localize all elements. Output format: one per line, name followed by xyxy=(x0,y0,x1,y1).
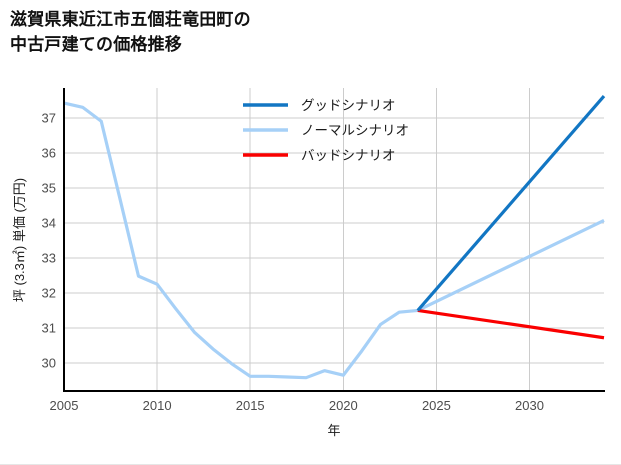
y-tick-label: 37 xyxy=(42,110,56,125)
legend-label-2: バッドシナリオ xyxy=(301,148,396,163)
x-tick-label: 2005 xyxy=(50,398,79,413)
gridlines-vertical xyxy=(63,88,531,391)
x-tick-label: 2010 xyxy=(143,398,172,413)
axis-spines xyxy=(62,88,605,393)
series-line-0 xyxy=(416,95,606,312)
series-line-1 xyxy=(63,101,605,380)
y-axis-title: 坪 (3.3㎡) 単価 (万円) xyxy=(12,178,27,302)
legend-label-0: グッドシナリオ xyxy=(301,98,396,113)
x-tick-label: 2030 xyxy=(515,398,544,413)
data-series-group xyxy=(63,95,606,380)
y-tick-label: 32 xyxy=(42,285,56,300)
y-tick-label: 30 xyxy=(42,355,56,370)
y-axis-tick-labels: 30 31 32 33 34 35 36 37 xyxy=(42,110,56,370)
x-tick-label: 2025 xyxy=(422,398,451,413)
legend-label-1: ノーマルシナリオ xyxy=(301,123,409,138)
x-axis-title: 年 xyxy=(327,423,340,438)
y-tick-label: 35 xyxy=(42,180,56,195)
y-tick-label: 34 xyxy=(42,215,56,230)
gridlines-horizontal xyxy=(64,117,604,364)
x-tick-label: 2020 xyxy=(329,398,358,413)
x-tick-label: 2015 xyxy=(236,398,265,413)
x-axis-tick-labels: 2005 2010 2015 2020 2025 2030 xyxy=(50,398,544,413)
series-line-2 xyxy=(417,308,605,340)
y-tick-label: 33 xyxy=(42,250,56,265)
y-tick-label: 36 xyxy=(42,145,56,160)
y-tick-label: 31 xyxy=(42,320,56,335)
chart-title: 滋賀県東近江市五個荘竜田町の 中古戸建ての価格推移 xyxy=(10,10,251,54)
